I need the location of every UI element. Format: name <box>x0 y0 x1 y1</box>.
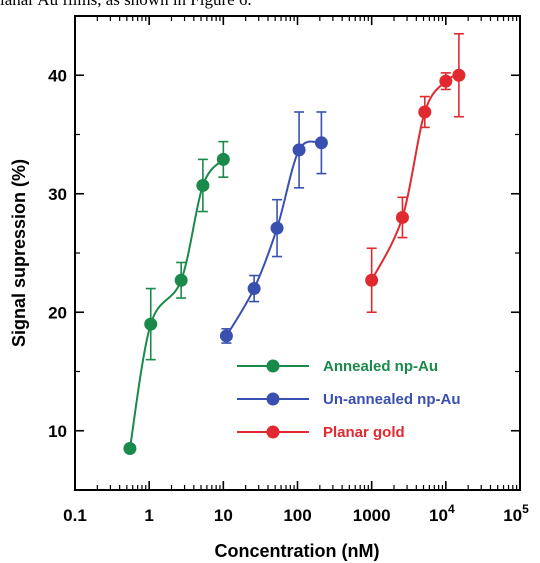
x-tick-labels: 0.1 1 10 100 1000 104 105 <box>63 502 529 525</box>
data-point <box>418 105 432 119</box>
y-tick-label: 10 <box>48 422 67 441</box>
legend-marker <box>266 392 280 406</box>
data-point <box>216 152 230 166</box>
legend-label: Un-annealed np-Au <box>323 391 461 408</box>
x-tick-label: 10 <box>214 506 233 525</box>
series-line <box>370 74 460 281</box>
y-tick-labels: 10 20 30 40 <box>48 66 67 441</box>
y-axis-title: Signal supression (%) <box>9 159 29 347</box>
series-line <box>128 158 225 449</box>
x-tick-label: 104 <box>429 502 455 525</box>
data-point <box>365 273 379 287</box>
legend-label: Planar gold <box>323 424 405 441</box>
x-tick-label: 1 <box>144 506 153 525</box>
series-1 <box>219 111 328 344</box>
data-point <box>196 178 210 192</box>
data-point <box>452 68 466 82</box>
data-point <box>123 442 137 456</box>
series-line <box>225 140 322 337</box>
data-point <box>144 317 158 331</box>
data-point <box>247 282 261 296</box>
legend-marker <box>266 425 280 439</box>
x-tick-label: 1000 <box>353 506 391 525</box>
x-tick-label: 0.1 <box>63 506 87 525</box>
caption-text: lanar Au films, as shown in Figure 6. <box>0 0 540 10</box>
data-point <box>314 136 328 150</box>
axis-ticks <box>74 15 521 491</box>
x-tick-label: 100 <box>283 506 311 525</box>
data-point <box>270 221 284 235</box>
data-point <box>439 74 453 88</box>
data-point <box>395 210 409 224</box>
series-0 <box>123 140 230 456</box>
legend-label: Annealed np-Au <box>323 358 438 375</box>
data-point <box>174 273 188 287</box>
y-tick-label: 20 <box>48 303 67 322</box>
data-point <box>219 329 233 343</box>
y-tick-label: 30 <box>48 185 67 204</box>
legend: Annealed np-Au Un-annealed np-Au Planar go… <box>237 358 461 441</box>
x-tick-label: 105 <box>503 502 529 525</box>
x-axis-title: Concentration (nM) <box>215 541 380 561</box>
series-2 <box>365 32 466 314</box>
legend-marker <box>266 359 280 373</box>
series-layer <box>123 32 466 456</box>
y-tick-label: 40 <box>48 66 67 85</box>
plot-frame <box>74 15 521 491</box>
data-point <box>292 143 306 157</box>
